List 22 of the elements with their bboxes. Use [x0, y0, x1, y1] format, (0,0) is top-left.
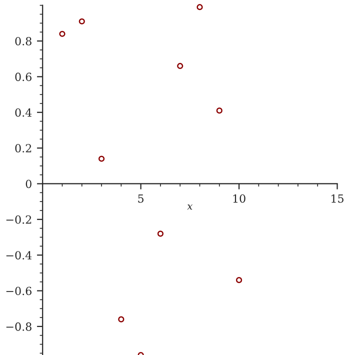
point — [157, 230, 164, 237]
x-tick-label: 10 — [233, 194, 246, 203]
point — [177, 62, 184, 70]
point — [196, 4, 203, 10]
point — [98, 156, 105, 162]
y-tick-label: −0.8 — [6, 322, 32, 331]
y-tick-label: 0.2 — [15, 144, 32, 152]
point — [216, 108, 222, 114]
y-tick-label: −0.2 — [6, 215, 32, 224]
point — [59, 30, 66, 37]
x-tick-label: 15 — [332, 194, 344, 203]
point — [78, 18, 85, 24]
y-tick-label: 0.8 — [15, 36, 32, 46]
x-axis-title: x — [187, 204, 193, 210]
y-tick-label: −0.4 — [6, 251, 32, 260]
point — [118, 316, 124, 322]
x-tick-label: 5 — [138, 194, 144, 203]
point — [236, 277, 242, 284]
y-tick-label: −0.6 — [6, 286, 32, 296]
y-tick-label: 0.6 — [15, 72, 32, 82]
y-tick-label: 0.4 — [15, 108, 32, 117]
y-tick-label: 0 — [26, 180, 32, 188]
